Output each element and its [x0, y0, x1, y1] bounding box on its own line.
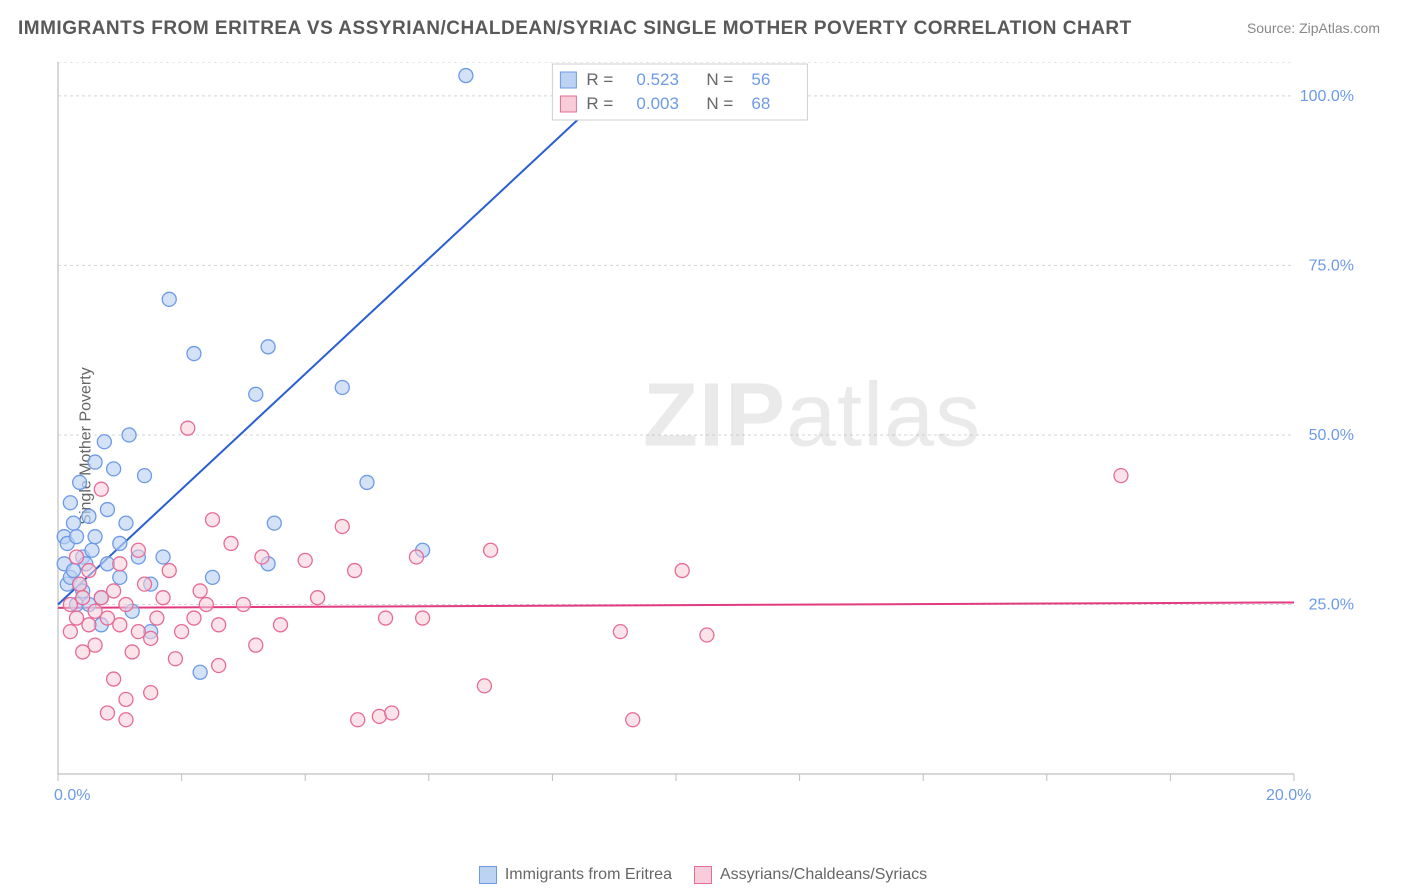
svg-text:0.0%: 0.0% [54, 787, 90, 804]
svg-text:0.523: 0.523 [636, 70, 679, 89]
svg-text:0.003: 0.003 [636, 94, 679, 113]
legend-swatch-1 [694, 866, 712, 884]
source-label: Source: [1247, 20, 1295, 36]
svg-text:N =: N = [706, 70, 733, 89]
chart-title: IMMIGRANTS FROM ERITREA VS ASSYRIAN/CHAL… [18, 18, 1132, 40]
svg-text:50.0%: 50.0% [1309, 427, 1354, 444]
svg-text:20.0%: 20.0% [1266, 787, 1311, 804]
svg-text:56: 56 [751, 70, 770, 89]
svg-text:68: 68 [751, 94, 770, 113]
legend-bottom: Immigrants from Eritrea Assyrians/Chalde… [0, 866, 1406, 884]
source-attribution: Source: ZipAtlas.com [1247, 20, 1380, 36]
source-link[interactable]: ZipAtlas.com [1299, 20, 1380, 36]
svg-text:R =: R = [586, 70, 613, 89]
svg-text:25.0%: 25.0% [1309, 596, 1354, 613]
svg-text:75.0%: 75.0% [1309, 257, 1354, 274]
svg-text:R =: R = [586, 94, 613, 113]
svg-text:100.0%: 100.0% [1300, 88, 1354, 105]
legend-item-series-1: Assyrians/Chaldeans/Syriacs [694, 866, 927, 884]
legend-item-series-0: Immigrants from Eritrea [479, 866, 672, 884]
legend-label-0: Immigrants from Eritrea [505, 866, 672, 884]
plot-svg: 25.0% 50.0% 75.0% 100.0% 0.0% 20.0% R = 0.523 N … [50, 62, 1364, 832]
legend-swatch-0 [479, 866, 497, 884]
legend-label-1: Assyrians/Chaldeans/Syriacs [720, 866, 927, 884]
svg-text:N =: N = [706, 94, 733, 113]
scatter-plot: ZIPatlas 25.0%50.0%75.0%100.0%0.0%20.0%R… [50, 62, 1364, 832]
